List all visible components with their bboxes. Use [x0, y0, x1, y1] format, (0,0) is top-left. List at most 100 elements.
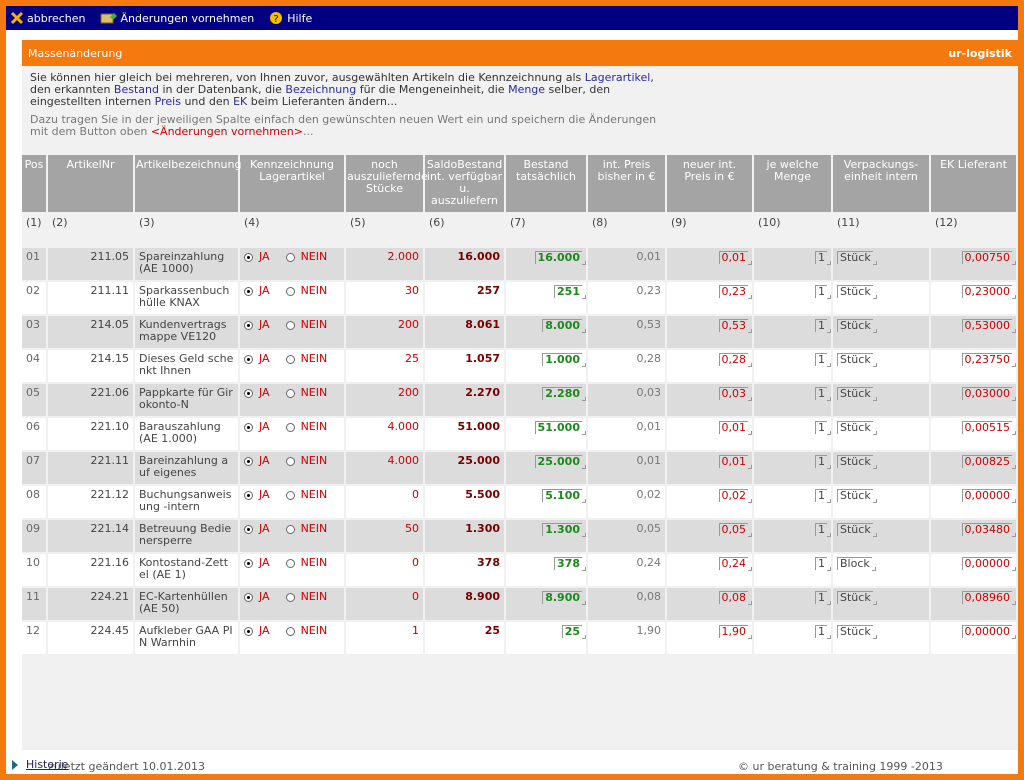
- radio-button[interactable]: [244, 490, 253, 500]
- actual-stock-input[interactable]: 25.000: [534, 455, 586, 469]
- supplier-price-input[interactable]: 0,03000: [961, 387, 1016, 401]
- quantity-input[interactable]: 1: [815, 353, 831, 367]
- quantity-input[interactable]: 1: [815, 387, 831, 401]
- new-price-input[interactable]: 0,03: [718, 387, 752, 401]
- radio-button[interactable]: [244, 592, 253, 602]
- radio-button[interactable]: [285, 388, 295, 398]
- radio-option[interactable]: JA: [244, 454, 270, 467]
- actual-stock-input[interactable]: 8.900: [542, 591, 586, 605]
- quantity-input[interactable]: 1: [815, 421, 831, 435]
- packaging-unit-input[interactable]: Stück: [837, 319, 877, 333]
- radio-button[interactable]: [244, 558, 253, 568]
- actual-stock-input[interactable]: 378: [554, 557, 586, 571]
- supplier-price-input[interactable]: 0,00000: [961, 557, 1016, 571]
- packaging-unit-input[interactable]: Stück: [837, 625, 877, 639]
- actual-stock-input[interactable]: 1.300: [542, 523, 586, 537]
- quantity-input[interactable]: 1: [815, 625, 831, 639]
- radio-option[interactable]: JA: [244, 420, 270, 433]
- supplier-price-input[interactable]: 0,00825: [961, 455, 1016, 469]
- radio-button[interactable]: [285, 490, 295, 500]
- packaging-unit-input[interactable]: Stück: [837, 591, 877, 605]
- radio-button[interactable]: [285, 252, 295, 262]
- quantity-input[interactable]: 1: [815, 591, 831, 605]
- radio-button[interactable]: [285, 422, 295, 432]
- radio-option[interactable]: NEIN: [285, 590, 327, 603]
- radio-button[interactable]: [244, 286, 253, 296]
- new-price-input[interactable]: 0,53: [718, 319, 752, 333]
- new-price-input[interactable]: 0,24: [718, 557, 752, 571]
- packaging-unit-input[interactable]: Stück: [837, 523, 877, 537]
- radio-option[interactable]: JA: [244, 352, 270, 365]
- supplier-price-input[interactable]: 0,00750: [961, 251, 1016, 265]
- radio-option[interactable]: NEIN: [285, 624, 327, 637]
- radio-option[interactable]: NEIN: [285, 250, 327, 263]
- help-button[interactable]: ? Hilfe: [268, 11, 312, 25]
- history-link[interactable]: Historie: [12, 758, 68, 771]
- new-price-input[interactable]: 0,28: [718, 353, 752, 367]
- radio-option[interactable]: NEIN: [285, 386, 327, 399]
- supplier-price-input[interactable]: 0,00000: [961, 489, 1016, 503]
- actual-stock-input[interactable]: 2.280: [542, 387, 586, 401]
- radio-button[interactable]: [244, 422, 253, 432]
- radio-option[interactable]: NEIN: [285, 284, 327, 297]
- radio-option[interactable]: NEIN: [285, 556, 327, 569]
- radio-option[interactable]: JA: [244, 624, 270, 637]
- radio-option[interactable]: JA: [244, 284, 270, 297]
- actual-stock-input[interactable]: 8.000: [542, 319, 586, 333]
- supplier-price-input[interactable]: 0,03480: [961, 523, 1016, 537]
- packaging-unit-input[interactable]: Block: [837, 557, 876, 571]
- radio-option[interactable]: JA: [244, 522, 270, 535]
- new-price-input[interactable]: 0,08: [718, 591, 752, 605]
- radio-option[interactable]: NEIN: [285, 420, 327, 433]
- radio-button[interactable]: [244, 456, 253, 466]
- radio-option[interactable]: JA: [244, 386, 270, 399]
- packaging-unit-input[interactable]: Stück: [837, 387, 877, 401]
- radio-button[interactable]: [285, 286, 295, 296]
- radio-button[interactable]: [244, 320, 253, 330]
- supplier-price-input[interactable]: 0,53000: [961, 319, 1016, 333]
- cancel-button[interactable]: abbrechen: [10, 11, 86, 25]
- quantity-input[interactable]: 1: [815, 489, 831, 503]
- new-price-input[interactable]: 0,01: [718, 455, 752, 469]
- radio-option[interactable]: JA: [244, 590, 270, 603]
- quantity-input[interactable]: 1: [815, 319, 831, 333]
- radio-button[interactable]: [244, 626, 253, 636]
- supplier-price-input[interactable]: 0,00515: [961, 421, 1016, 435]
- packaging-unit-input[interactable]: Stück: [837, 489, 877, 503]
- radio-option[interactable]: JA: [244, 318, 270, 331]
- radio-button[interactable]: [285, 592, 295, 602]
- radio-button[interactable]: [285, 354, 295, 364]
- packaging-unit-input[interactable]: Stück: [837, 421, 877, 435]
- packaging-unit-input[interactable]: Stück: [837, 251, 877, 265]
- supplier-price-input[interactable]: 0,23750: [961, 353, 1016, 367]
- packaging-unit-input[interactable]: Stück: [837, 285, 877, 299]
- radio-option[interactable]: JA: [244, 488, 270, 501]
- packaging-unit-input[interactable]: Stück: [837, 455, 877, 469]
- new-price-input[interactable]: 0,05: [718, 523, 752, 537]
- quantity-input[interactable]: 1: [815, 251, 831, 265]
- radio-option[interactable]: NEIN: [285, 318, 327, 331]
- radio-button[interactable]: [285, 558, 295, 568]
- new-price-input[interactable]: 0,23: [718, 285, 752, 299]
- packaging-unit-input[interactable]: Stück: [837, 353, 877, 367]
- radio-option[interactable]: NEIN: [285, 454, 327, 467]
- radio-button[interactable]: [244, 354, 253, 364]
- actual-stock-input[interactable]: 51.000: [534, 421, 586, 435]
- radio-button[interactable]: [285, 524, 295, 534]
- radio-button[interactable]: [244, 388, 253, 398]
- radio-button[interactable]: [244, 252, 253, 262]
- actual-stock-input[interactable]: 1.000: [542, 353, 586, 367]
- quantity-input[interactable]: 1: [815, 523, 831, 537]
- actual-stock-input[interactable]: 25: [561, 625, 586, 639]
- radio-button[interactable]: [285, 320, 295, 330]
- radio-button[interactable]: [285, 456, 295, 466]
- actual-stock-input[interactable]: 251: [554, 285, 586, 299]
- quantity-input[interactable]: 1: [815, 455, 831, 469]
- radio-button[interactable]: [244, 524, 253, 534]
- quantity-input[interactable]: 1: [815, 557, 831, 571]
- radio-option[interactable]: NEIN: [285, 352, 327, 365]
- actual-stock-input[interactable]: 5.100: [542, 489, 586, 503]
- apply-button[interactable]: Änderungen vornehmen: [100, 11, 254, 25]
- quantity-input[interactable]: 1: [815, 285, 831, 299]
- radio-button[interactable]: [285, 626, 295, 636]
